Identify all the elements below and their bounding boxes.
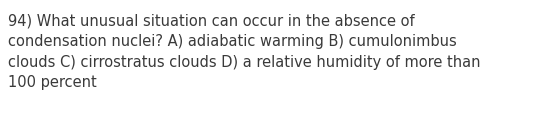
Text: 94) What unusual situation can occur in the absence of
condensation nuclei? A) a: 94) What unusual situation can occur in … xyxy=(8,14,480,90)
